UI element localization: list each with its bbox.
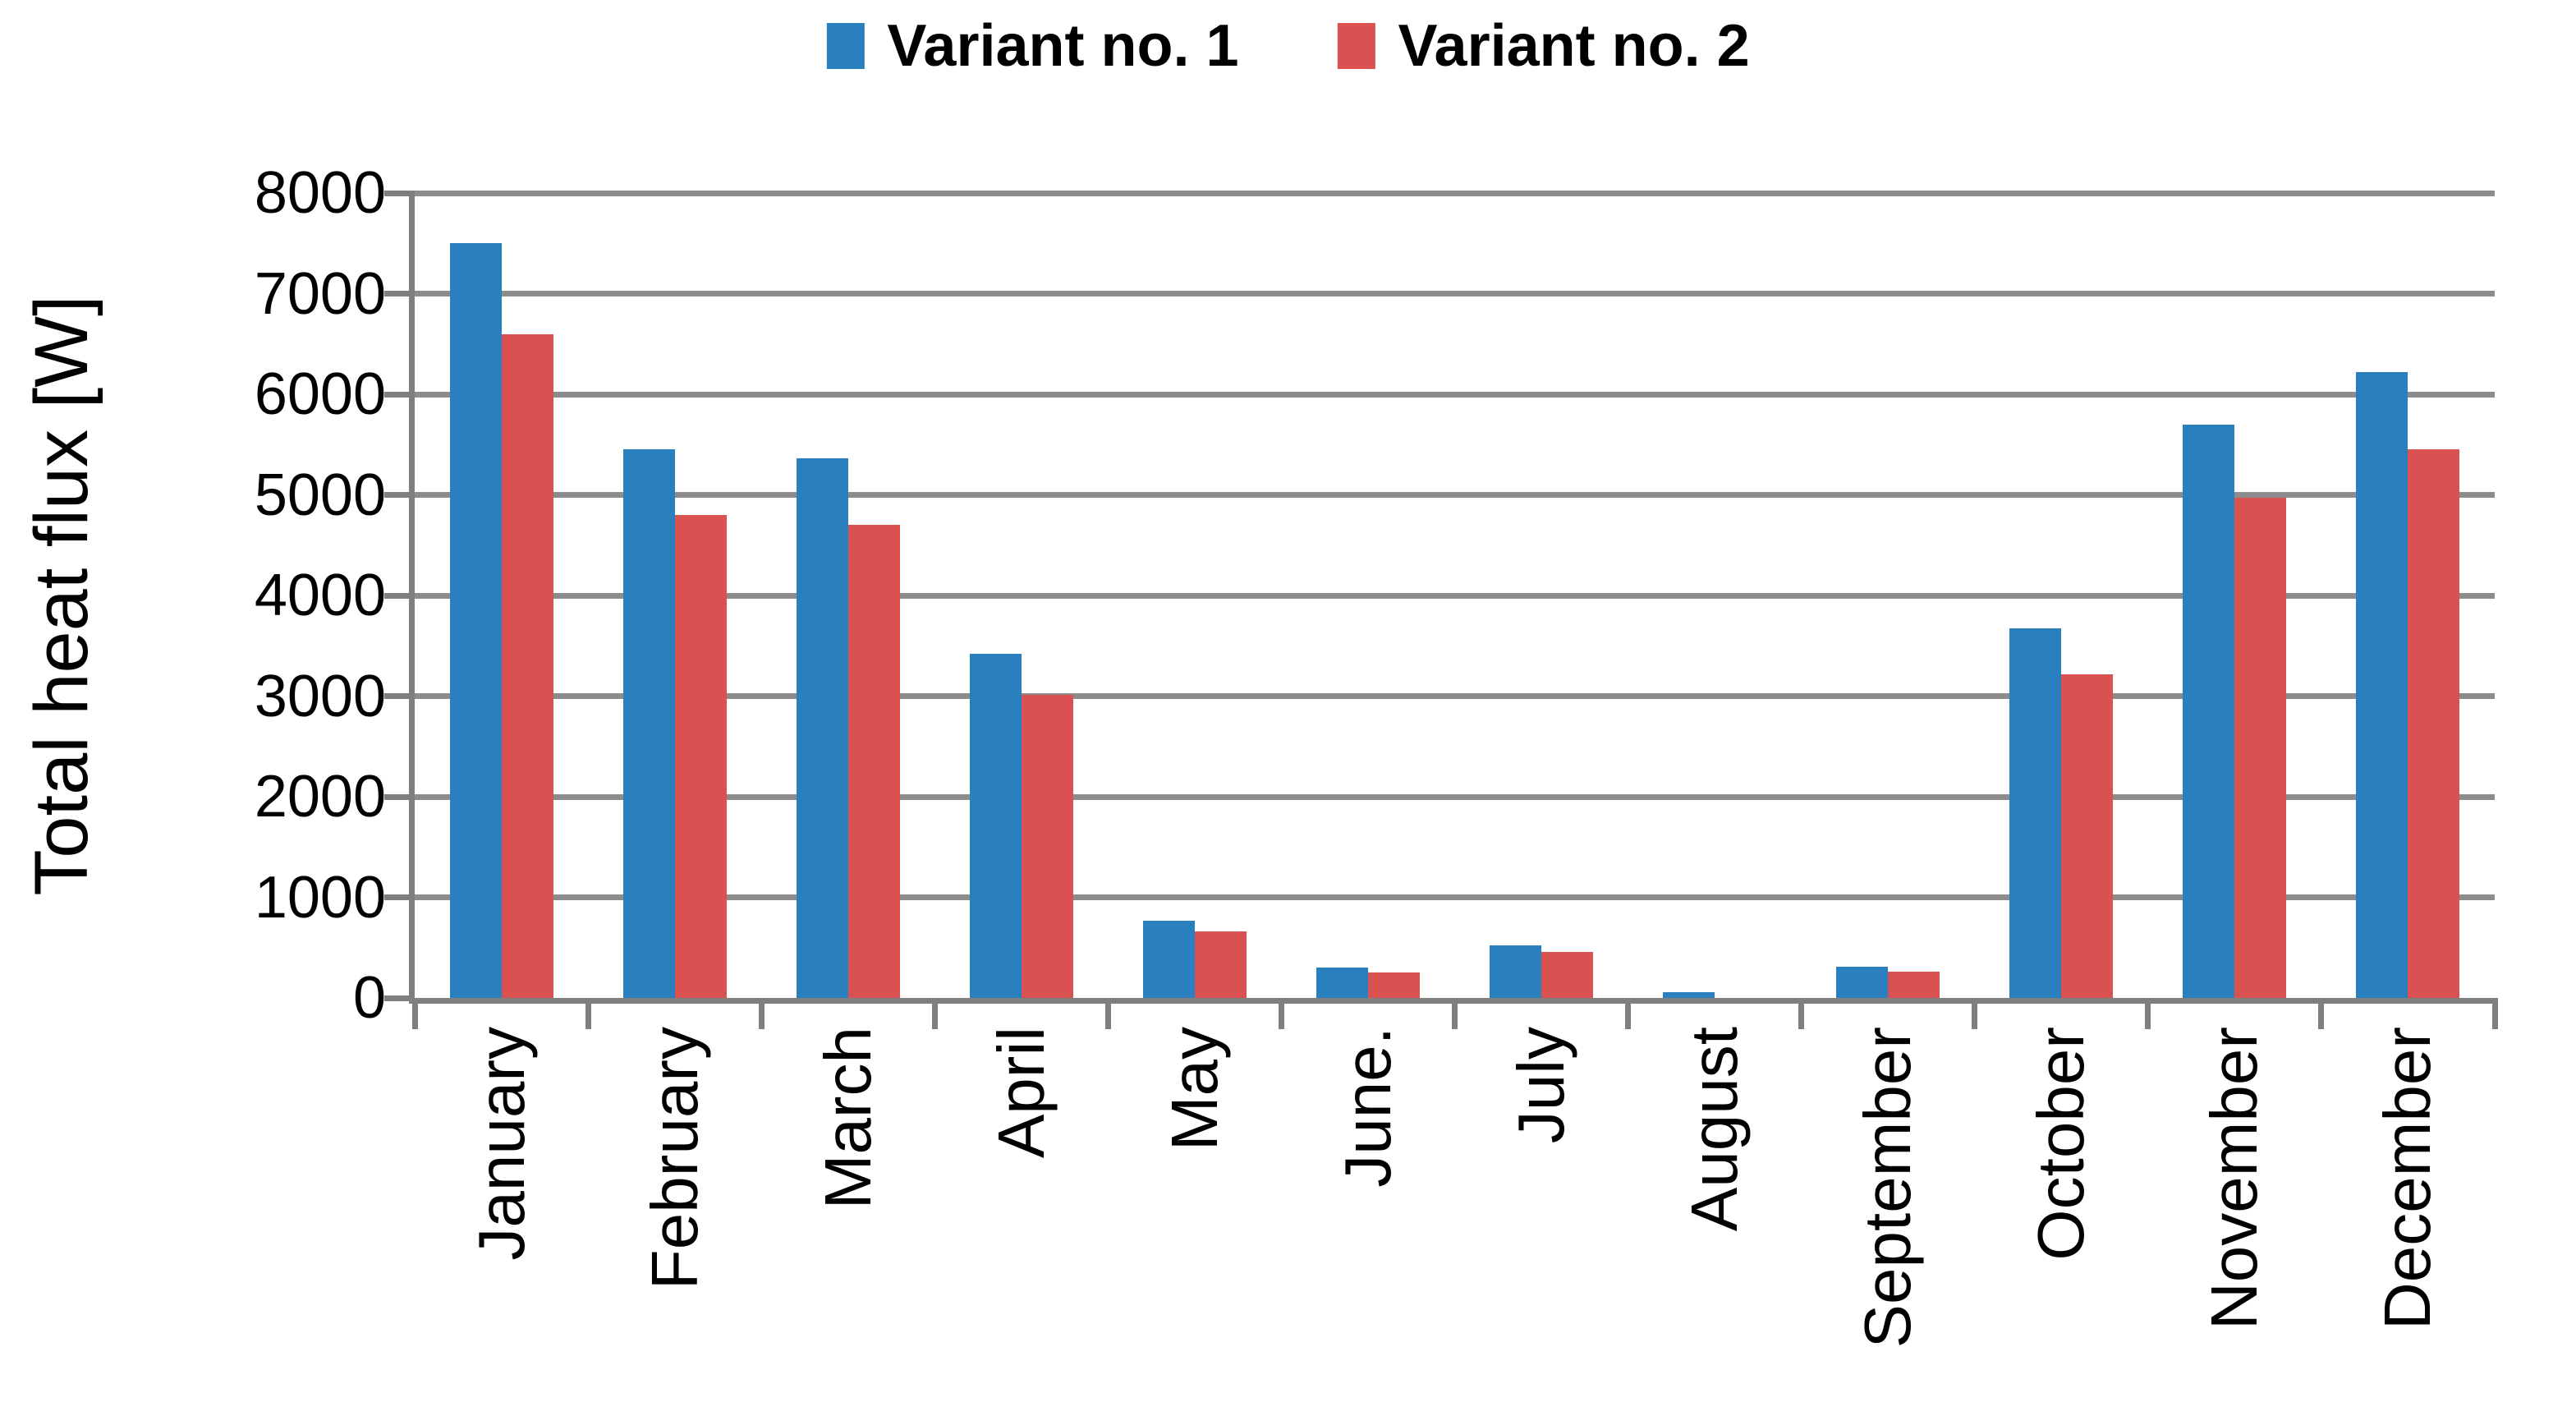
x-category-label: June. xyxy=(1330,1027,1404,1188)
y-tick-label: 5000 xyxy=(254,462,386,528)
bar-december-series1 xyxy=(2356,372,2408,998)
gridline-5000 xyxy=(415,492,2495,498)
x-tick-mark xyxy=(1452,998,1458,1029)
bar-october-series2 xyxy=(2061,674,2114,998)
x-category-label: October xyxy=(2024,1027,2098,1261)
x-category-label: April xyxy=(984,1027,1058,1159)
y-axis-title: Total heat flux [W] xyxy=(20,295,103,896)
bar-september-series1 xyxy=(1836,967,1889,998)
y-axis-line xyxy=(409,193,415,1004)
x-tick-mark xyxy=(585,998,591,1029)
y-tick-mark xyxy=(384,391,415,398)
y-tick-mark xyxy=(384,894,415,900)
x-tick-mark xyxy=(758,998,765,1029)
y-tick-label: 8000 xyxy=(254,160,386,226)
x-tick-mark xyxy=(2491,998,2498,1029)
bar-june-series1 xyxy=(1316,968,1368,998)
x-category-label: September xyxy=(1851,1027,1925,1349)
legend-swatch-icon xyxy=(1337,23,1375,69)
bar-june-series2 xyxy=(1367,972,1420,998)
x-tick-mark xyxy=(2318,998,2325,1029)
bar-october-series1 xyxy=(2009,628,2062,998)
gridline-4000 xyxy=(415,592,2495,599)
gridline-8000 xyxy=(415,190,2495,196)
x-category-label: May xyxy=(1157,1027,1231,1152)
y-tick-mark xyxy=(384,995,415,1001)
y-tick-label: 2000 xyxy=(254,764,386,830)
bar-january-series1 xyxy=(449,243,502,998)
bar-march-series1 xyxy=(796,458,848,998)
bar-december-series2 xyxy=(2408,449,2460,998)
y-tick-mark xyxy=(384,793,415,800)
legend-label: Variant no. 2 xyxy=(1398,13,1750,79)
x-category-label: February xyxy=(637,1027,711,1290)
bar-april-series2 xyxy=(1021,695,1073,998)
bar-july-series1 xyxy=(1490,945,1542,998)
y-tick-mark xyxy=(384,291,415,297)
y-tick-label: 1000 xyxy=(254,864,386,931)
legend-label: Variant no. 1 xyxy=(887,13,1239,79)
gridline-7000 xyxy=(415,291,2495,297)
x-tick-mark xyxy=(1625,998,1632,1029)
y-tick-label: 4000 xyxy=(254,563,386,628)
legend-item-1: Variant no. 1 xyxy=(826,13,1239,79)
gridline-1000 xyxy=(415,894,2495,900)
bar-september-series2 xyxy=(1888,972,1940,998)
bar-july-series2 xyxy=(1541,951,1594,998)
y-tick-mark xyxy=(384,693,415,699)
bar-march-series2 xyxy=(847,525,900,998)
x-category-label: December xyxy=(2371,1027,2445,1331)
y-tick-label: 3000 xyxy=(254,663,386,729)
gridline-3000 xyxy=(415,693,2495,699)
x-tick-mark xyxy=(1798,998,1805,1029)
bar-august-series1 xyxy=(1663,991,1715,998)
y-tick-mark xyxy=(384,190,415,196)
bar-january-series2 xyxy=(501,333,553,998)
x-category-label: July xyxy=(1504,1027,1578,1144)
bar-november-series1 xyxy=(2183,424,2235,998)
bar-february-series2 xyxy=(674,515,727,998)
bar-april-series1 xyxy=(969,654,1022,998)
x-tick-mark xyxy=(1278,998,1284,1029)
y-tick-label: 6000 xyxy=(254,361,386,427)
legend-item-2: Variant no. 2 xyxy=(1337,13,1750,79)
x-category-label: August xyxy=(1678,1027,1752,1232)
x-tick-mark xyxy=(411,998,418,1029)
y-tick-mark xyxy=(384,492,415,498)
gridline-2000 xyxy=(415,793,2495,800)
bar-may-series2 xyxy=(1194,931,1247,998)
legend: Variant no. 1 Variant no. 2 xyxy=(826,13,1750,79)
legend-swatch-icon xyxy=(826,23,865,69)
x-tick-mark xyxy=(1104,998,1111,1029)
y-tick-label: 7000 xyxy=(254,260,386,327)
x-category-label: January xyxy=(464,1027,538,1261)
y-tick-mark xyxy=(384,592,415,599)
x-category-label: November xyxy=(2197,1027,2271,1331)
y-tick-label: 0 xyxy=(352,965,386,1031)
x-category-label: March xyxy=(810,1027,884,1210)
x-tick-mark xyxy=(2145,998,2151,1029)
bar-february-series1 xyxy=(622,449,675,998)
x-tick-mark xyxy=(1972,998,1978,1029)
bar-may-series1 xyxy=(1142,920,1195,998)
x-tick-mark xyxy=(931,998,938,1029)
gridline-6000 xyxy=(415,391,2495,398)
bar-november-series2 xyxy=(2234,498,2287,998)
